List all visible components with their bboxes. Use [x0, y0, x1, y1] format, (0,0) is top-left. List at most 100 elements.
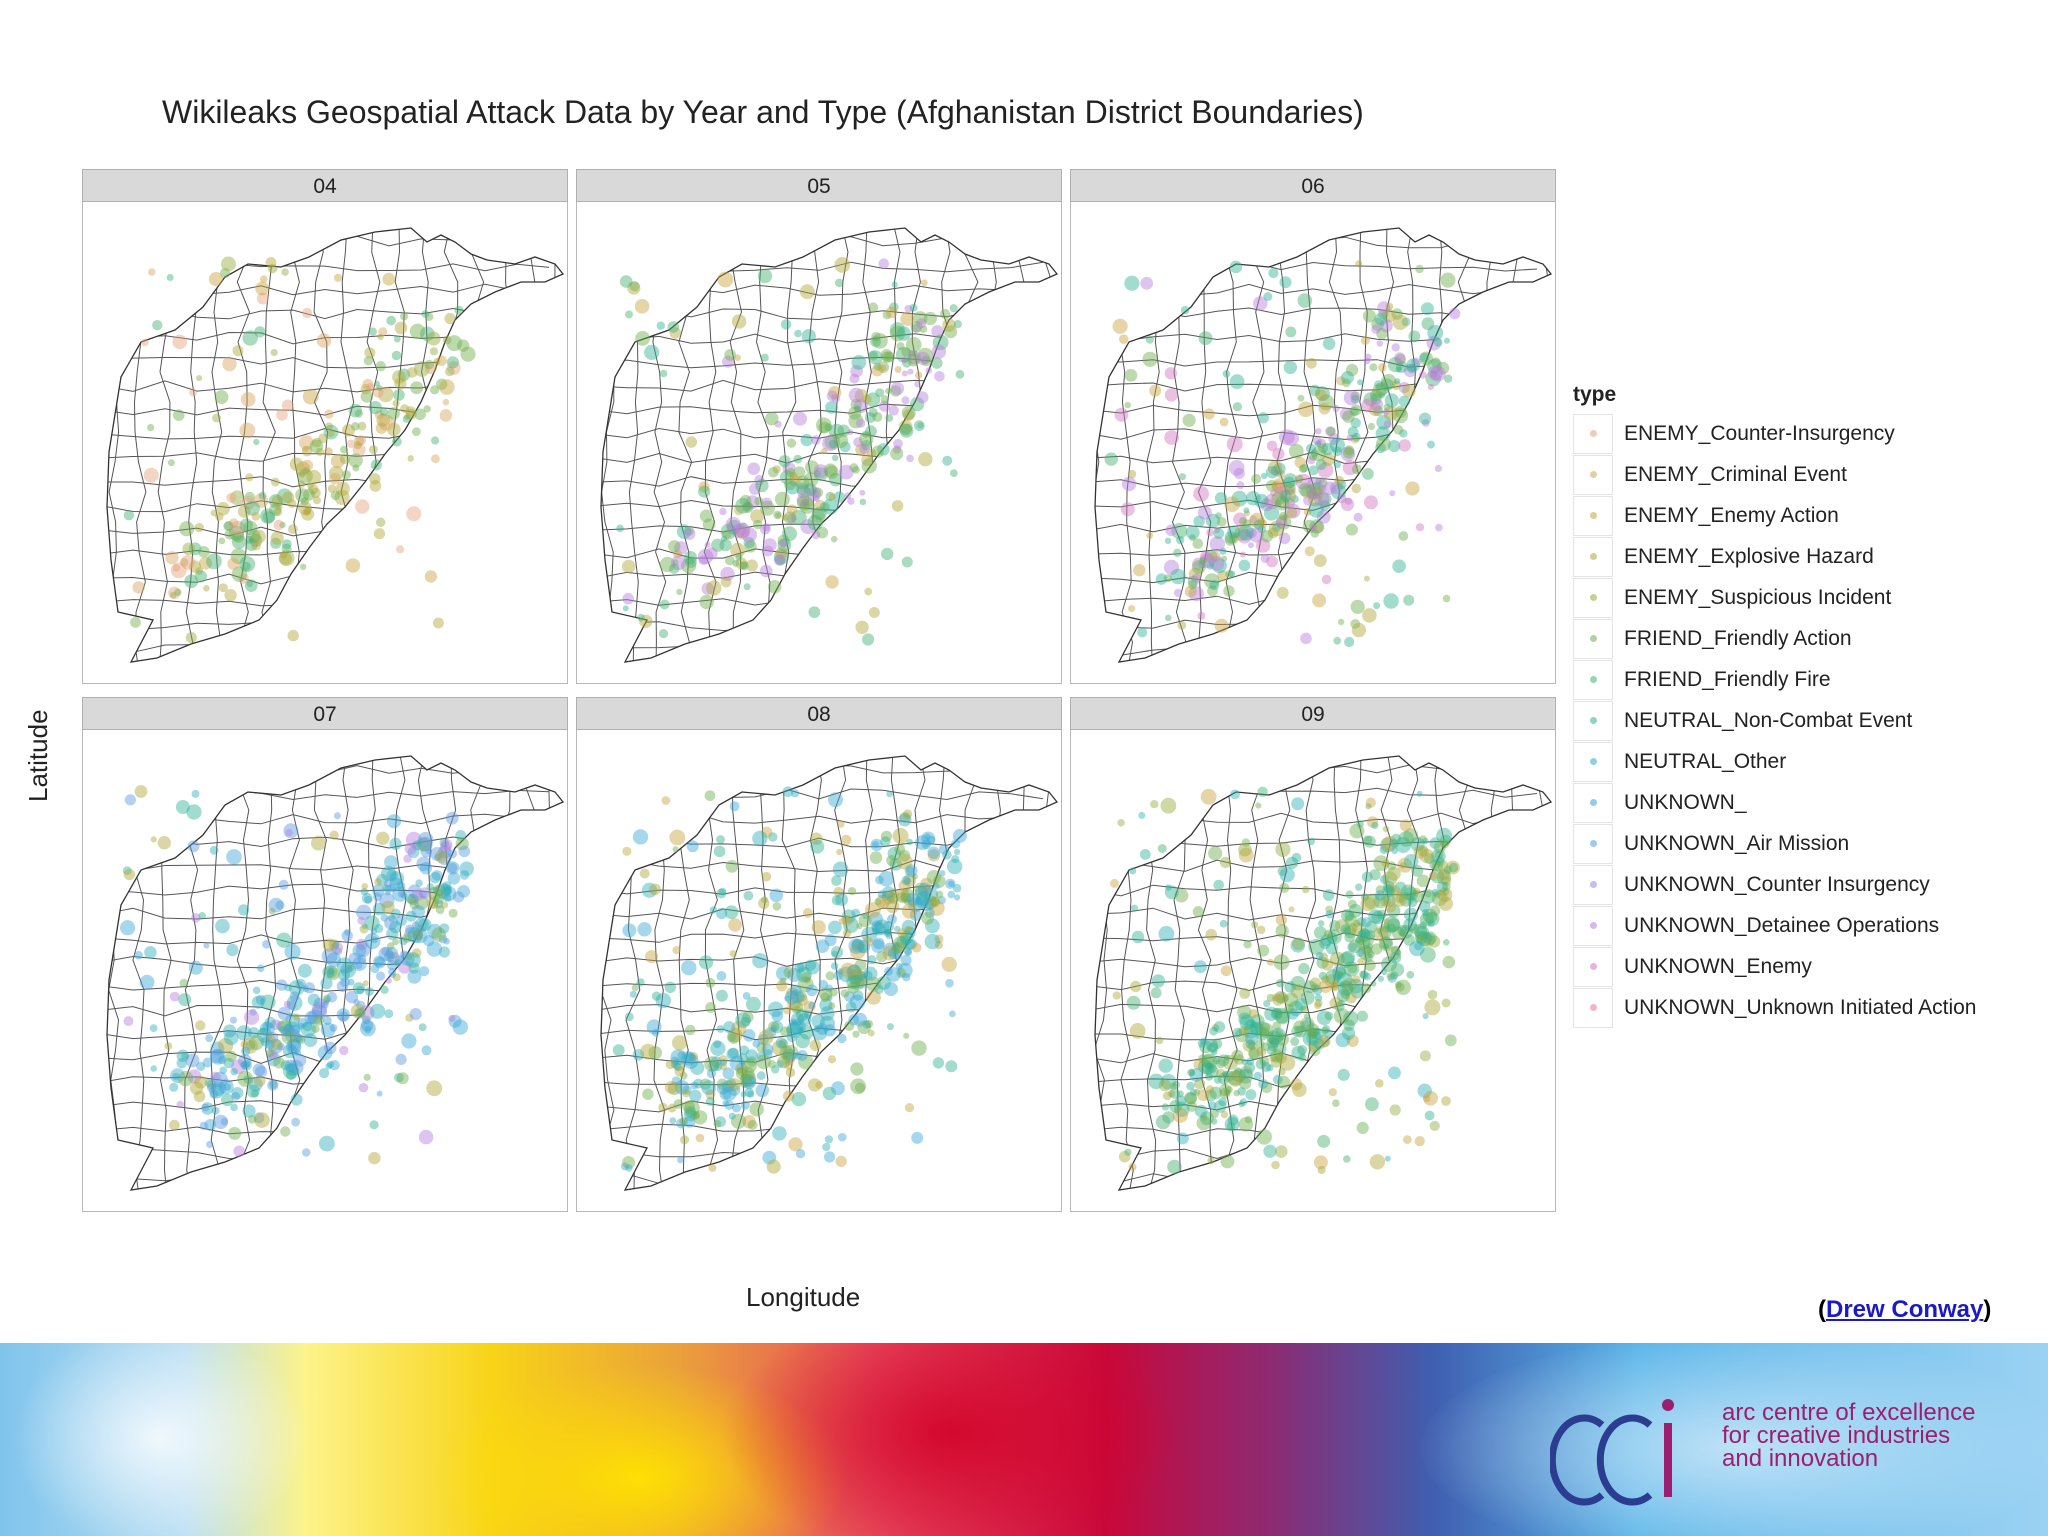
incident-point [1398, 439, 1411, 452]
incident-point [1436, 827, 1452, 844]
incident-point [265, 257, 277, 268]
incident-point [1190, 1088, 1198, 1096]
incident-point [245, 538, 258, 551]
incident-point [262, 939, 271, 949]
incident-point [1425, 370, 1441, 387]
incident-point [191, 789, 200, 798]
facet-panel-08: 08 [576, 697, 1062, 1212]
incident-point [381, 900, 395, 914]
incident-point [742, 1075, 756, 1090]
incident-point [1271, 1160, 1280, 1170]
incident-point [1343, 390, 1360, 406]
incident-point [1217, 1072, 1231, 1085]
incident-point [438, 845, 452, 859]
incident-point [1216, 1068, 1226, 1079]
incident-point [828, 920, 842, 935]
incident-point [805, 460, 819, 475]
incident-point [683, 1108, 697, 1122]
incident-point [452, 1019, 468, 1035]
incident-point [443, 938, 450, 945]
incident-point [1322, 1024, 1330, 1033]
incident-point [644, 344, 660, 360]
incident-point [1281, 514, 1289, 521]
incident-point [307, 1009, 323, 1025]
incident-point [884, 966, 893, 976]
incident-point [1233, 1054, 1245, 1065]
incident-point [816, 526, 829, 539]
incident-point [904, 877, 912, 885]
incident-point [374, 956, 386, 969]
incident-point [837, 820, 845, 828]
incident-point [632, 829, 649, 845]
incident-point [270, 1019, 282, 1031]
incident-point [1319, 500, 1331, 511]
incident-point [1334, 475, 1345, 486]
incident-point [170, 562, 187, 579]
incident-point [1291, 797, 1305, 811]
incident-point [1266, 440, 1278, 452]
incident-point [249, 533, 263, 547]
incident-point [915, 894, 930, 909]
legend-item: UNKNOWN_Counter Insurgency [1573, 864, 1976, 905]
incident-point [1349, 823, 1365, 839]
incident-point [289, 457, 304, 472]
incident-point [281, 1027, 290, 1037]
incident-point [1384, 1155, 1391, 1162]
incident-point [1189, 1068, 1204, 1082]
incident-point [1285, 503, 1301, 519]
incident-point [356, 938, 368, 951]
incident-point [1332, 973, 1341, 982]
incident-point [763, 1049, 773, 1059]
incident-point [914, 886, 929, 900]
incident-point [1260, 498, 1274, 512]
incident-point [831, 1081, 845, 1096]
incident-point [407, 884, 422, 898]
incident-point [1206, 1085, 1214, 1094]
incident-point [1437, 887, 1453, 902]
incident-point [372, 902, 386, 916]
incident-point [796, 1050, 808, 1061]
incident-point [828, 493, 836, 501]
incident-point [1409, 889, 1417, 898]
incident-point [1260, 554, 1270, 563]
incident-point [811, 435, 821, 445]
incident-point [223, 1083, 231, 1091]
incident-point [188, 560, 202, 573]
incident-point [391, 350, 402, 361]
incident-point [1186, 1101, 1198, 1112]
incident-point [911, 350, 918, 357]
incident-point [404, 843, 417, 855]
incident-point [771, 1010, 784, 1022]
credit-link[interactable]: Drew Conway [1826, 1296, 1984, 1323]
incident-point [856, 940, 871, 954]
incident-point [271, 495, 283, 506]
incident-point [438, 934, 448, 944]
incident-point [1370, 398, 1384, 412]
incident-point [793, 1005, 802, 1014]
incident-point [1429, 1120, 1440, 1131]
incident-point [1394, 378, 1401, 385]
incident-point [882, 920, 894, 933]
incident-point [1250, 1021, 1264, 1036]
incident-point [1142, 351, 1158, 367]
incident-point [1275, 914, 1288, 926]
incident-point [1411, 357, 1421, 368]
incident-point [394, 321, 408, 335]
incident-point [625, 1164, 633, 1172]
incident-point [1357, 379, 1364, 386]
incident-point [932, 875, 946, 888]
incident-point [323, 999, 330, 1006]
incident-point [1317, 1034, 1331, 1048]
incident-point [914, 380, 921, 388]
incident-point [819, 998, 833, 1012]
incident-point [320, 1022, 336, 1038]
incident-point [429, 872, 441, 884]
incident-point [1220, 965, 1232, 977]
incident-point [892, 941, 900, 950]
incident-point [1298, 464, 1308, 473]
incident-point [1318, 478, 1328, 488]
incident-point [1237, 1005, 1252, 1020]
incident-point [900, 954, 912, 966]
incident-point [1399, 924, 1413, 939]
incident-point [1380, 968, 1388, 975]
